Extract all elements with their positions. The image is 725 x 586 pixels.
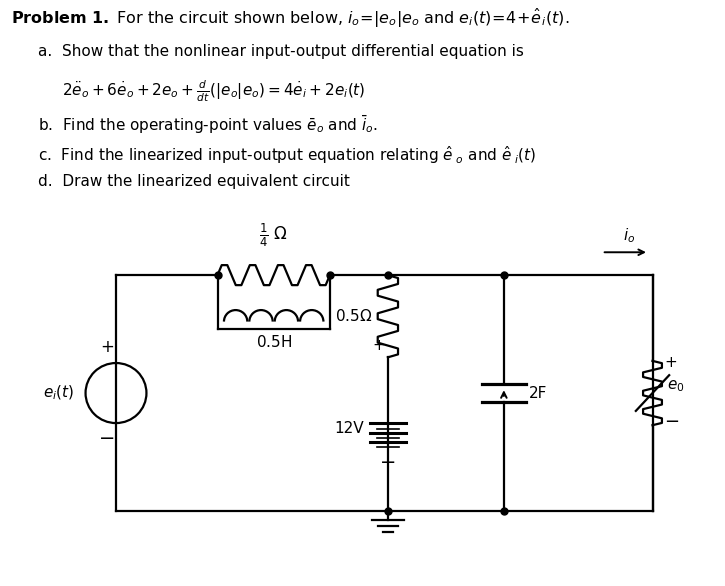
Text: +: +	[100, 338, 115, 356]
Text: −: −	[380, 453, 396, 472]
Text: b.  Find the operating-point values $\bar{e}_o$ and $\bar{i}_o$.: b. Find the operating-point values $\bar…	[38, 114, 378, 137]
Text: 12V: 12V	[334, 421, 364, 435]
Text: $0.5\mathrm{H}$: $0.5\mathrm{H}$	[256, 335, 291, 350]
Text: $i_o$: $i_o$	[623, 226, 635, 245]
Text: $e_0$: $e_0$	[667, 378, 684, 394]
Text: −: −	[664, 413, 679, 431]
Text: c.  Find the linearized input-output equation relating $\hat{e}_{\ o}$ and $\hat: c. Find the linearized input-output equa…	[38, 144, 536, 166]
Text: 2F: 2F	[529, 386, 547, 401]
Text: −: −	[99, 429, 115, 448]
Text: +: +	[664, 355, 677, 370]
Text: $0.5\Omega$: $0.5\Omega$	[334, 308, 372, 324]
Text: d.  Draw the linearized equivalent circuit: d. Draw the linearized equivalent circui…	[38, 175, 349, 189]
Text: +: +	[373, 338, 386, 353]
Text: $\frac{1}{4}\ \Omega$: $\frac{1}{4}\ \Omega$	[259, 222, 289, 250]
Text: $\bf{Problem\ 1.}$ For the circuit shown below, $i_o\!=\!|e_o|e_o$ and $e_i(t)\!: $\bf{Problem\ 1.}$ For the circuit shown…	[11, 7, 569, 30]
Text: $2\ddot{e}_o + 6\dot{e}_o + 2e_o + \frac{d}{dt}(|e_o|e_o) = 4\dot{e}_i + 2e_i(t): $2\ddot{e}_o + 6\dot{e}_o + 2e_o + \frac…	[62, 79, 365, 104]
Text: a.  Show that the nonlinear input-output differential equation is: a. Show that the nonlinear input-output …	[38, 45, 523, 59]
Text: $e_i(t)$: $e_i(t)$	[44, 384, 75, 402]
